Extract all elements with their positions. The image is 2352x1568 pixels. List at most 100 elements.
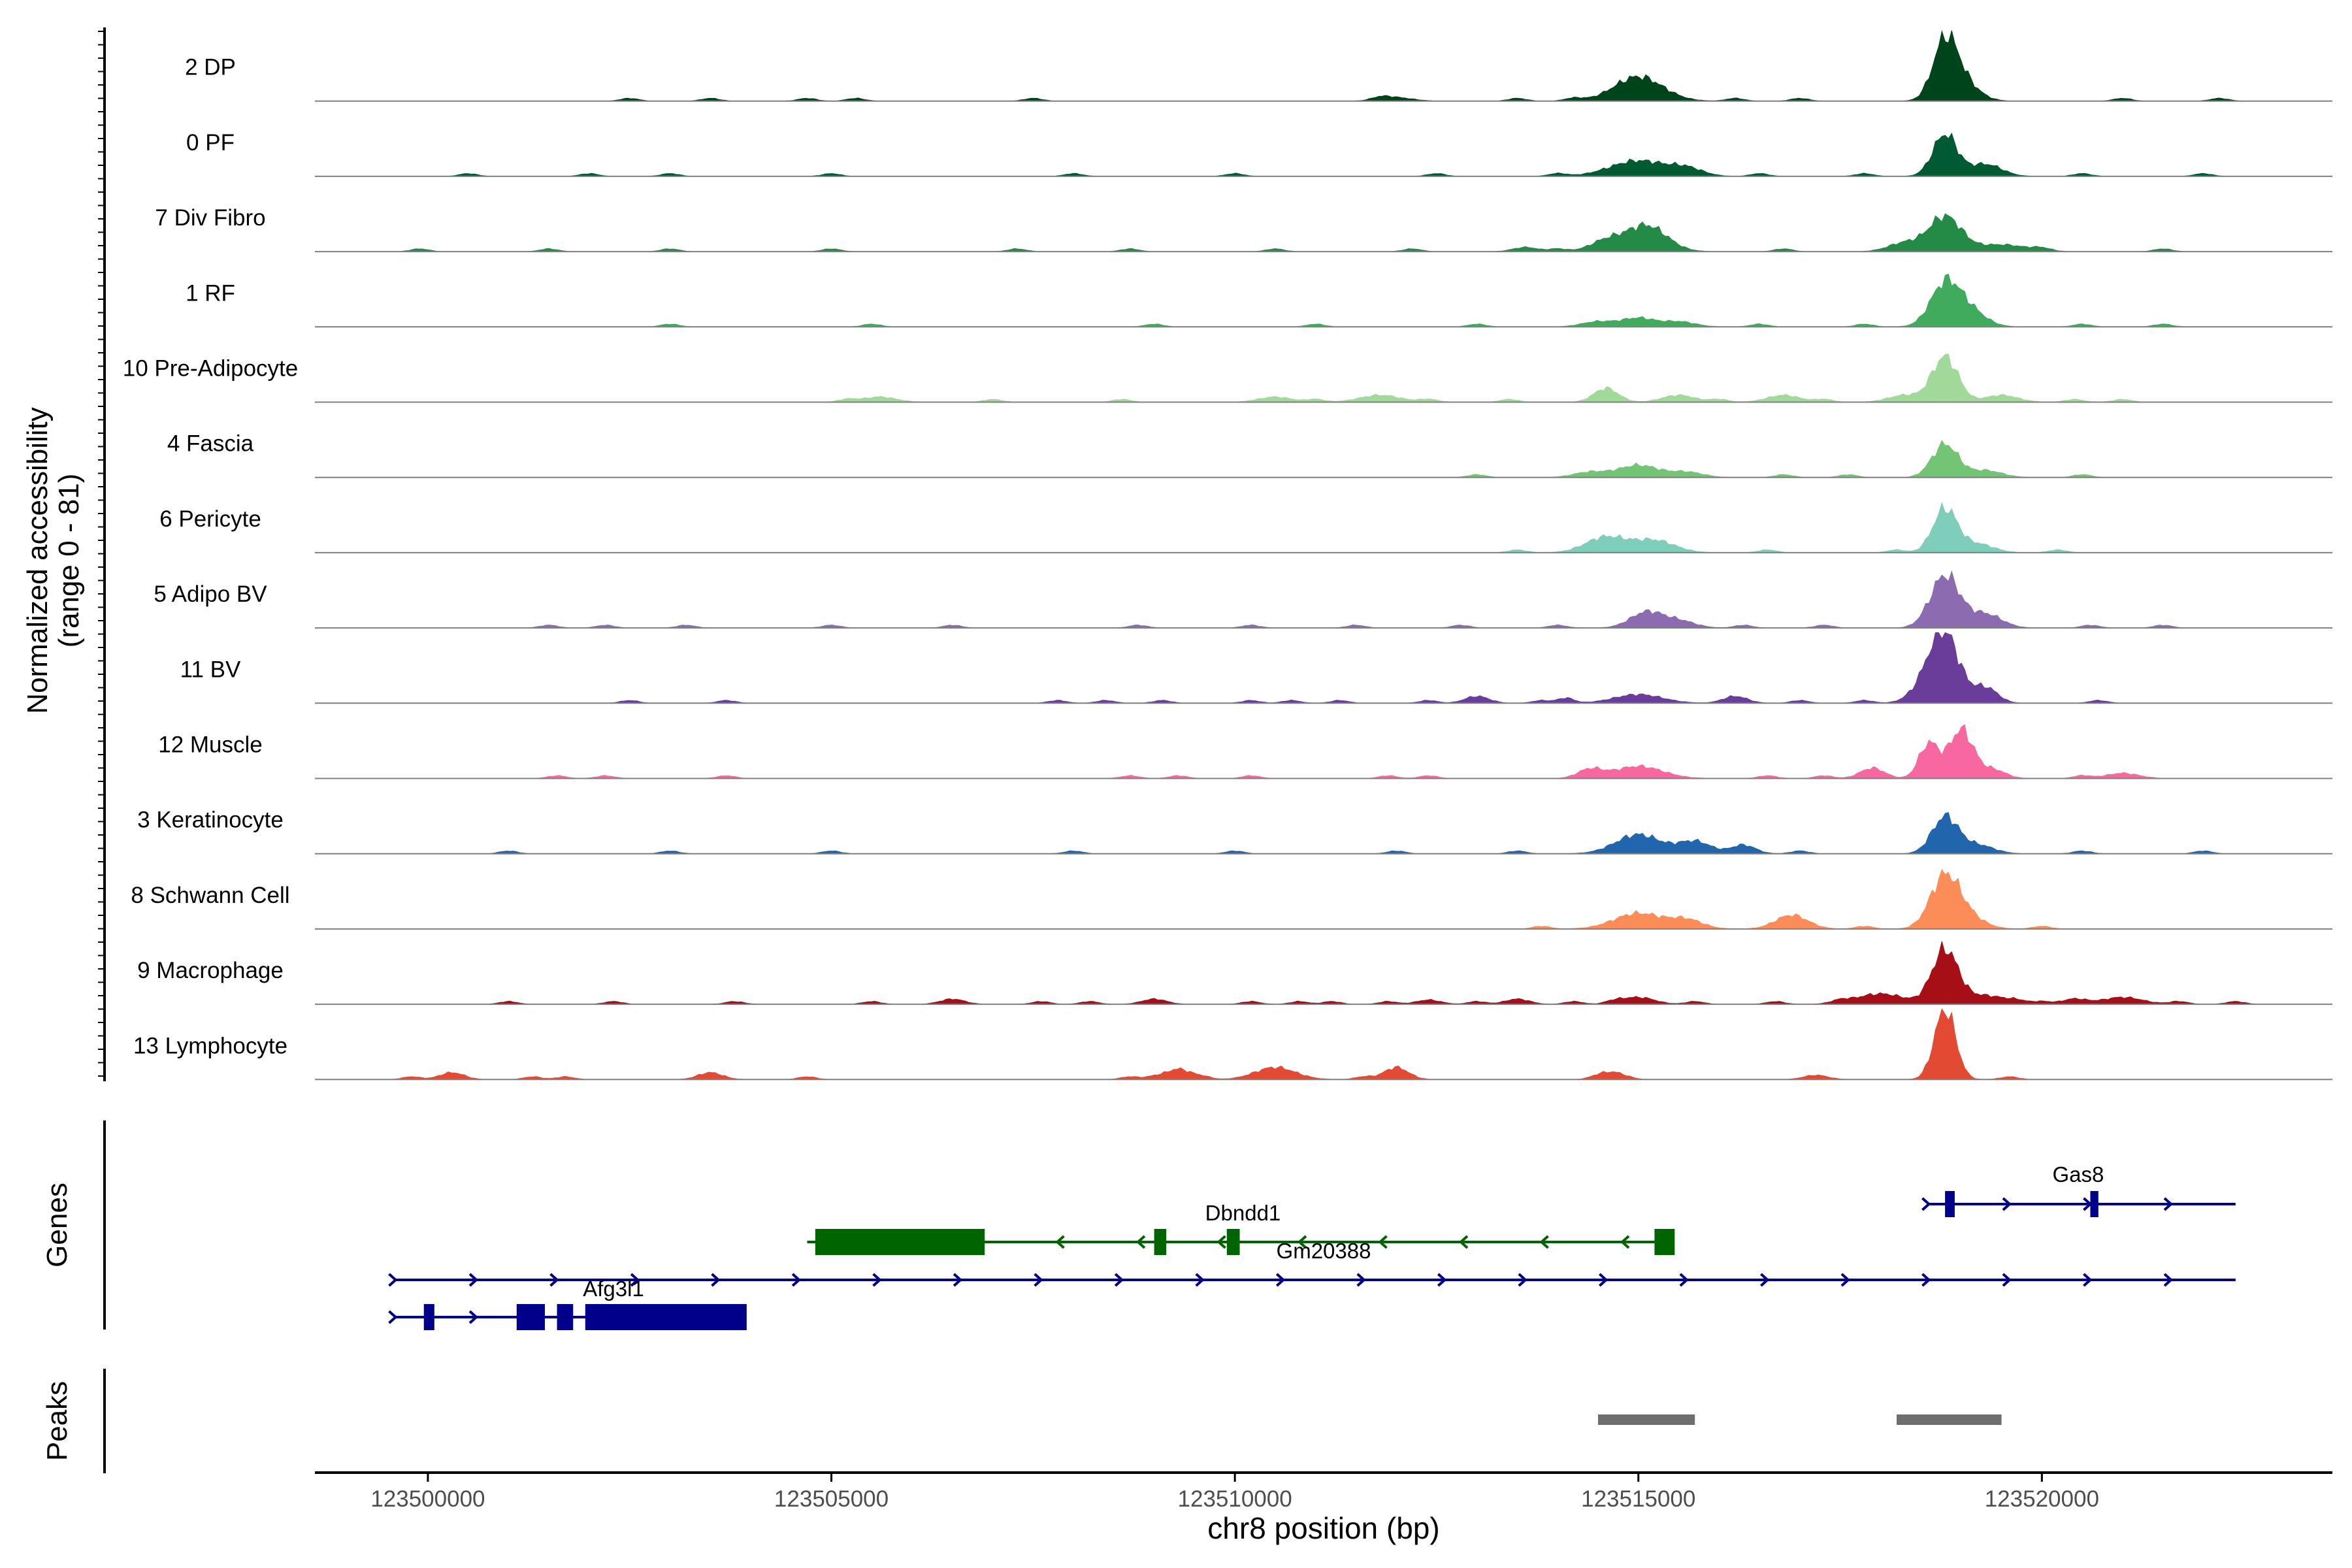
strand-chevron	[2002, 1273, 2012, 1287]
strand-chevron	[953, 1273, 963, 1287]
x-tick-label: 123520000	[1985, 1486, 2099, 1512]
track-2-dp: 2 DP	[185, 29, 2332, 102]
coverage-area	[315, 811, 2332, 855]
strand-chevron	[388, 1273, 398, 1287]
track-7-div-fibro: 7 Div Fibro	[155, 205, 2332, 253]
strand-chevron	[1378, 1235, 1388, 1249]
strand-chevron	[1114, 1273, 1124, 1287]
strand-chevron	[1760, 1273, 1770, 1287]
coverage-area	[315, 213, 2332, 252]
track-8-schwann-cell: 8 Schwann Cell	[131, 868, 2332, 930]
x-tick-label: 123505000	[774, 1486, 889, 1512]
track-label: 2 DP	[185, 55, 236, 80]
strand-chevron	[1840, 1273, 1850, 1287]
x-tick-label: 123510000	[1178, 1486, 1292, 1512]
track-9-macrophage: 9 Macrophage	[137, 941, 2332, 1005]
track-label: 5 Adipo BV	[154, 581, 267, 607]
strand-chevron	[2163, 1197, 2173, 1211]
strand-chevron	[1275, 1273, 1286, 1287]
exon	[1154, 1229, 1167, 1255]
strand-chevron	[1195, 1273, 1205, 1287]
exon	[516, 1304, 546, 1330]
y-axis-label-line2: (range 0 - 81)	[53, 474, 85, 648]
strand-chevron	[1539, 1235, 1549, 1249]
genes-track-label: Genes	[41, 1183, 73, 1267]
exon	[585, 1304, 747, 1330]
track-4-fascia: 4 Fascia	[167, 431, 2332, 478]
peaks-track-label: Peaks	[41, 1381, 73, 1461]
coverage-area	[315, 440, 2332, 478]
strand-chevron	[1034, 1273, 1043, 1287]
exon	[815, 1229, 985, 1255]
coverage-tracks: 2 DP 0 PF 7 Div Fibro 1 RF 10 Pre-Adipocyte 4…	[123, 29, 2332, 1081]
track-label: 6 Pericyte	[159, 506, 261, 532]
exon	[2090, 1191, 2099, 1217]
track-6-pericyte: 6 Pericyte	[159, 502, 2332, 553]
track-label: 9 Macrophage	[137, 958, 284, 983]
coverage-area	[315, 132, 2332, 177]
strand-chevron	[1921, 1273, 1931, 1287]
strand-chevron	[2163, 1273, 2173, 1287]
gene-label: Gm20388	[1277, 1239, 1371, 1263]
peak-region	[1896, 1414, 2002, 1425]
strand-chevron	[2002, 1197, 2012, 1211]
strand-chevron	[1620, 1235, 1630, 1249]
strand-chevron	[388, 1310, 398, 1324]
x-axis-ticks: 123500000 123505000 123510000 123515000 1235…	[370, 1474, 2099, 1512]
coverage-area	[315, 941, 2332, 1005]
strand-chevron	[1458, 1235, 1469, 1249]
strand-chevron	[630, 1273, 640, 1287]
strand-chevron	[711, 1273, 721, 1287]
coverage-area	[315, 868, 2332, 930]
x-axis-label: chr8 position (bp)	[1207, 1511, 1439, 1545]
strand-chevron	[1598, 1273, 1609, 1287]
coverage-area	[315, 29, 2332, 102]
exon	[1226, 1229, 1240, 1255]
gene-label: Gas8	[2052, 1162, 2104, 1186]
x-tick-label: 123500000	[370, 1486, 485, 1512]
strand-chevron	[468, 1310, 479, 1324]
gene-label: Afg3l1	[583, 1277, 644, 1301]
track-1-rf: 1 RF	[186, 273, 2332, 328]
track-10-pre-adipocyte: 10 Pre-Adipocyte	[123, 353, 2332, 403]
strand-chevron	[872, 1273, 882, 1287]
track-13-lymphocyte: 13 Lymphocyte	[133, 1008, 2332, 1081]
coverage-area	[315, 502, 2332, 553]
track-label: 1 RF	[186, 280, 235, 306]
strand-chevron	[468, 1273, 479, 1287]
track-label: 10 Pre-Adipocyte	[123, 356, 298, 382]
strand-chevron	[1356, 1273, 1366, 1287]
track-3-keratinocyte: 3 Keratinocyte	[137, 808, 2332, 855]
strand-chevron	[1055, 1235, 1065, 1249]
coverage-area	[315, 570, 2332, 629]
coverage-area	[315, 724, 2332, 779]
track-label: 13 Lymphocyte	[133, 1033, 287, 1058]
track-label: 12 Muscle	[158, 732, 263, 758]
track-label: 4 Fascia	[167, 431, 254, 457]
strand-chevron	[1135, 1235, 1146, 1249]
exon	[557, 1304, 574, 1330]
gene-annotations: Gas8 Dbndd1 Gm20388 Afg3l1	[388, 1162, 2236, 1330]
track-label: 0 PF	[186, 130, 235, 155]
strand-chevron	[2083, 1273, 2093, 1287]
track-label: 3 Keratinocyte	[137, 808, 284, 833]
strand-chevron	[1217, 1235, 1226, 1249]
peak-regions	[1597, 1414, 2002, 1425]
coverage-area	[315, 632, 2332, 704]
strand-chevron	[1518, 1273, 1527, 1287]
track-label: 11 BV	[180, 657, 241, 682]
strand-chevron	[791, 1273, 802, 1287]
strand-chevron	[1679, 1273, 1689, 1287]
strand-chevron	[549, 1273, 559, 1287]
track-12-muscle: 12 Muscle	[158, 724, 2332, 779]
gene-label: Dbndd1	[1205, 1201, 1281, 1225]
strand-chevron	[1437, 1273, 1447, 1287]
track-label: 8 Schwann Cell	[131, 883, 289, 908]
y-axis-label-line1: Normalized accessibility	[22, 407, 54, 713]
x-tick-label: 123515000	[1581, 1486, 1695, 1512]
strand-chevron	[1297, 1235, 1307, 1249]
coverage-y-axis	[98, 27, 106, 1081]
track-11-bv: 11 BV	[180, 632, 2332, 704]
coverage-area	[315, 353, 2332, 402]
